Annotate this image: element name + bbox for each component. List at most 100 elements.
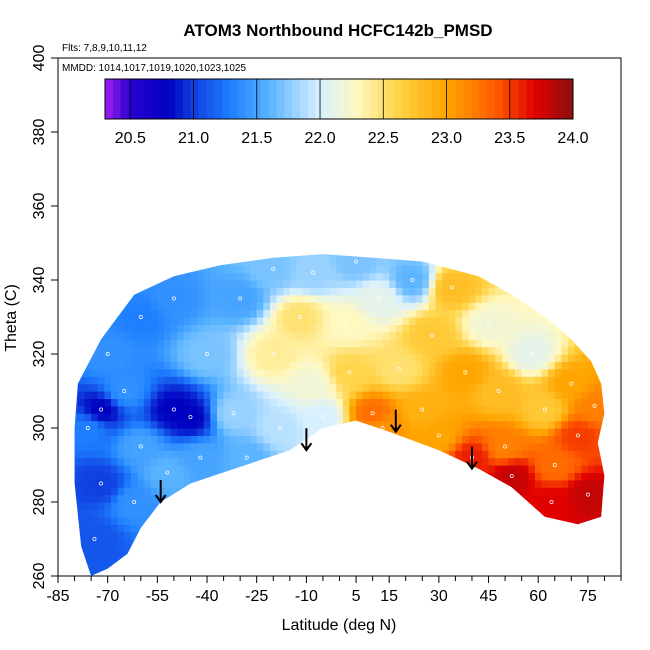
heatmap-cell <box>190 317 198 325</box>
heatmap-cell <box>74 254 79 259</box>
y-tick-label: 380 <box>31 119 48 146</box>
heatmap-cell <box>177 405 185 414</box>
colorbar-swatch <box>268 79 278 119</box>
heatmap-cell <box>488 509 496 518</box>
heatmap-cell <box>309 309 317 318</box>
heatmap-cell <box>375 376 384 385</box>
heatmap-cell <box>389 339 397 348</box>
heatmap-cell <box>389 294 397 303</box>
heatmap-cell <box>488 568 496 576</box>
heatmap-cell <box>124 531 132 540</box>
heatmap-cell <box>448 405 456 414</box>
heatmap-cell <box>574 287 582 296</box>
heatmap-cell <box>342 309 350 318</box>
heatmap-cell <box>488 465 496 473</box>
sample-point <box>496 389 501 393</box>
heatmap-cell <box>223 450 231 459</box>
heatmap-cell <box>601 420 605 429</box>
heatmap-cell <box>74 487 79 496</box>
heatmap-cell <box>442 331 450 340</box>
heatmap-cell <box>508 553 516 562</box>
heatmap-cell <box>65 406 72 414</box>
heatmap-cell <box>190 287 198 296</box>
heatmap-cell <box>581 265 589 274</box>
heatmap-cell <box>528 272 536 281</box>
heatmap-cell <box>270 265 278 274</box>
heatmap-cell <box>164 376 172 385</box>
heatmap-cell <box>395 354 403 362</box>
heatmap-cell <box>422 553 430 562</box>
heatmap-cell <box>508 302 516 311</box>
heatmap-cell <box>575 243 582 251</box>
heatmap-cell <box>157 509 165 518</box>
heatmap-cell <box>402 309 410 318</box>
heatmap-cell <box>495 354 503 362</box>
heatmap-cell <box>144 254 152 259</box>
heatmap-cell <box>177 531 185 540</box>
heatmap-cell <box>508 568 516 576</box>
heatmap-cell <box>276 442 284 451</box>
colorbar-swatch <box>471 79 480 119</box>
heatmap-cell <box>270 524 278 533</box>
heatmap-cell <box>369 354 377 362</box>
heatmap-cell <box>296 280 304 288</box>
heatmap-cell <box>296 487 304 496</box>
heatmap-cell <box>548 280 556 288</box>
heatmap-cell <box>428 450 437 459</box>
heatmap-cell <box>296 479 304 488</box>
colorbar-swatch <box>346 79 356 119</box>
heatmap-cell <box>210 413 218 422</box>
heatmap-cell <box>402 568 410 576</box>
heatmap-cell <box>223 435 231 444</box>
heatmap-cell <box>594 294 602 303</box>
heatmap-cell <box>111 361 119 370</box>
heatmap-cell <box>389 553 397 562</box>
heatmap-cell <box>183 457 191 466</box>
heatmap-cell <box>554 254 562 259</box>
heatmap-cell <box>534 487 543 496</box>
heatmap-cell <box>230 376 238 385</box>
heatmap-cell <box>65 435 72 443</box>
heatmap-cell <box>594 502 602 510</box>
heatmap-cell <box>250 257 258 266</box>
heatmap-cell <box>389 243 396 251</box>
heatmap-cell <box>170 294 178 303</box>
heatmap-cell <box>356 413 364 422</box>
heatmap-cell <box>137 405 145 414</box>
heatmap-cell <box>362 465 370 473</box>
heatmap-cell <box>428 383 437 392</box>
heatmap-cell <box>97 354 105 362</box>
heatmap-cell <box>150 272 158 281</box>
heatmap-cell <box>521 494 529 503</box>
heatmap-cell <box>495 576 502 584</box>
heatmap-cell <box>495 516 503 525</box>
heatmap-cell <box>91 576 98 584</box>
heatmap-cell <box>322 420 331 429</box>
heatmap-cell <box>568 294 576 303</box>
heatmap-cell <box>263 339 271 348</box>
heatmap-cell <box>170 391 178 399</box>
heatmap-cell <box>303 294 311 303</box>
heatmap-cell <box>515 294 523 303</box>
heatmap-cell <box>336 324 344 333</box>
heatmap-cell <box>230 391 238 399</box>
heatmap-cell <box>164 516 172 525</box>
heatmap-cell <box>124 398 132 407</box>
heatmap-cell <box>65 280 72 288</box>
heatmap-cell <box>236 294 244 303</box>
heatmap-cell <box>508 361 516 370</box>
heatmap-cell <box>475 368 483 377</box>
heatmap-cell <box>356 428 364 436</box>
heatmap-cell <box>296 324 304 333</box>
heatmap-cell <box>428 531 437 540</box>
heatmap-cell <box>256 479 264 488</box>
heatmap-cell <box>210 376 218 385</box>
heatmap-cell <box>574 553 582 562</box>
heatmap-cell <box>289 265 297 274</box>
heatmap-cell <box>157 331 165 340</box>
heatmap-cell <box>190 502 198 510</box>
heatmap-cell <box>309 479 317 488</box>
heatmap-cell <box>455 457 463 466</box>
heatmap-cell <box>157 472 165 481</box>
heatmap-cell <box>581 509 589 518</box>
